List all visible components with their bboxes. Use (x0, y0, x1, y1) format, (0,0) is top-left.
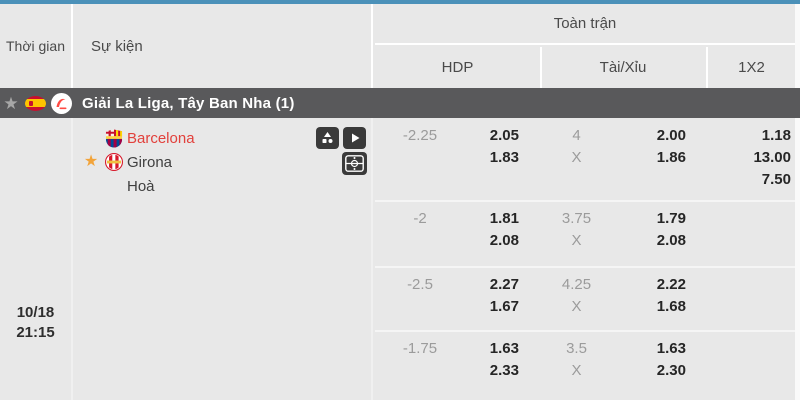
ou-line-cell: 3.5 X (519, 338, 634, 400)
over-odds[interactable]: 1.79 (656, 210, 686, 227)
hdp-line: -2.25 (402, 127, 438, 144)
over-odds[interactable]: 2.00 (656, 127, 686, 144)
ou-odds-cell: 2.00 1.86 (634, 125, 686, 200)
hdp-line: -1.75 (402, 340, 438, 357)
away-team-name: Girona (127, 153, 173, 171)
match-favorite-star-icon[interactable]: ★ (83, 153, 99, 170)
hdp-line: -2 (413, 210, 427, 227)
laliga-logo-icon (51, 92, 72, 114)
x12-odds-cell (686, 338, 791, 400)
right-gutter (795, 4, 800, 400)
stats-icon[interactable] (316, 127, 339, 149)
ou-odds-cell: 2.22 1.68 (634, 274, 686, 330)
hdp-home-odds[interactable]: 2.27 (489, 276, 519, 293)
x12-odds-cell (686, 274, 791, 330)
hdp-away-odds[interactable]: 1.83 (489, 149, 519, 166)
hdp-away-odds[interactable]: 1.67 (489, 298, 519, 315)
league-favorite-star-icon[interactable]: ★ (3, 93, 19, 113)
x12-odds-cell: 1.18 13.00 7.50 (686, 125, 791, 200)
over-odds[interactable]: 1.63 (656, 340, 686, 357)
hdp-away-odds[interactable]: 2.08 (489, 232, 519, 249)
column-header-fulltime: Toàn trận (375, 4, 795, 45)
hdp-line-cell: -1.75 (375, 338, 465, 400)
ou-line-x: X (571, 362, 582, 379)
hdp-line-cell: -2.5 (375, 274, 465, 330)
1x2-home-odds[interactable]: 1.18 (761, 127, 791, 144)
home-team-line: Barcelona (75, 126, 371, 150)
hdp-away-odds[interactable]: 2.33 (489, 362, 519, 379)
ou-line-cell: 4.25 X (519, 274, 634, 330)
ou-line-cell: 3.75 X (519, 208, 634, 266)
hdp-odds-cell: 1.81 2.08 (465, 208, 519, 266)
odds-row-1: -2.25 2.05 1.83 4 X 2.00 1.86 1.18 13.00… (375, 118, 795, 200)
league-row[interactable]: ★ Giải La Liga, Tây Ban Nha (1) (0, 88, 800, 118)
hdp-home-odds[interactable]: 1.81 (489, 210, 519, 227)
over-odds[interactable]: 2.22 (656, 276, 686, 293)
under-odds[interactable]: 1.86 (656, 149, 686, 166)
pitch-icon[interactable] (342, 152, 367, 175)
column-header-time: Thời gian (0, 4, 73, 88)
ou-line-x: X (571, 298, 582, 315)
hdp-home-odds[interactable]: 1.63 (489, 340, 519, 357)
match-start-time: 21:15 (16, 324, 55, 341)
odds-row-2: -2 1.81 2.08 3.75 X 1.79 2.08 (375, 200, 795, 266)
fulltime-header-label: Toàn trận (553, 15, 617, 32)
column-header-over-under: Tài/Xỉu (540, 47, 704, 88)
hdp-header-label: HDP (441, 59, 474, 76)
1x2-header-label: 1X2 (738, 59, 765, 76)
time-header-label: Thời gian (6, 38, 65, 54)
hdp-line: -2.5 (407, 276, 433, 293)
hdp-home-odds[interactable]: 2.05 (489, 127, 519, 144)
barcelona-crest-icon (101, 129, 127, 148)
column-header-event: Sự kiện (75, 4, 373, 88)
ou-line-cell: 4 X (519, 125, 634, 200)
play-icon[interactable] (343, 127, 366, 149)
hdp-line-cell: -2.25 (375, 125, 465, 200)
odds-row-4: -1.75 1.63 2.33 3.5 X 1.63 2.30 (375, 330, 795, 400)
hdp-odds-cell: 1.63 2.33 (465, 338, 519, 400)
hdp-odds-cell: 2.05 1.83 (465, 125, 519, 200)
accent-bar (0, 0, 800, 4)
ou-line: 4.25 (561, 276, 592, 293)
1x2-draw-odds[interactable]: 13.00 (753, 149, 791, 166)
event-header-label: Sự kiện (91, 37, 143, 55)
ou-line-x: X (571, 232, 582, 249)
ou-odds-cell: 1.79 2.08 (634, 208, 686, 266)
home-team-name: Barcelona (127, 129, 195, 147)
league-name: Giải La Liga, Tây Ban Nha (1) (82, 94, 295, 112)
hdp-line-cell: -2 (375, 208, 465, 266)
ou-line: 4 (572, 127, 581, 144)
spain-flag-icon (25, 95, 46, 111)
column-header-1x2: 1X2 (706, 47, 795, 88)
over-under-header-label: Tài/Xỉu (599, 59, 647, 76)
girona-crest-icon (101, 153, 127, 171)
match-event-cell[interactable]: Barcelona ★ Girona H (75, 118, 373, 400)
1x2-away-odds[interactable]: 7.50 (761, 171, 791, 188)
hdp-odds-cell: 2.27 1.67 (465, 274, 519, 330)
match-time-cell: 10/18 21:15 (0, 118, 73, 400)
away-team-line: ★ Girona (75, 150, 371, 174)
under-odds[interactable]: 1.68 (656, 298, 686, 315)
ou-line-x: X (571, 149, 582, 166)
match-date: 10/18 (16, 304, 55, 321)
under-odds[interactable]: 2.30 (656, 362, 686, 379)
ou-line: 3.5 (566, 340, 587, 357)
odds-row-3: -2.5 2.27 1.67 4.25 X 2.22 1.68 (375, 266, 795, 330)
under-odds[interactable]: 2.08 (656, 232, 686, 249)
column-header-hdp: HDP (375, 47, 540, 88)
x12-odds-cell (686, 208, 791, 266)
odds-table: -2.25 2.05 1.83 4 X 2.00 1.86 1.18 13.00… (375, 118, 795, 400)
ou-line: 3.75 (561, 210, 592, 227)
ou-odds-cell: 1.63 2.30 (634, 338, 686, 400)
draw-line: Hoà (75, 174, 371, 198)
draw-label: Hoà (127, 177, 155, 195)
